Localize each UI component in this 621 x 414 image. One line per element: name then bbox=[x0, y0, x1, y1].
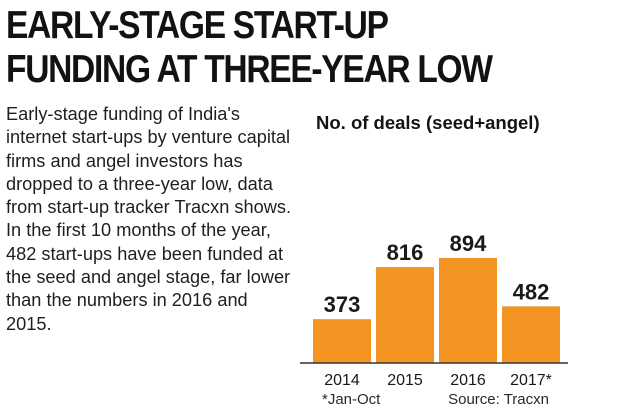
source-credit: Source: Tracxn bbox=[448, 391, 549, 408]
data-label-3: 482 bbox=[513, 279, 550, 304]
bar-1 bbox=[376, 267, 434, 363]
x-tick-label-2: 2016 bbox=[450, 372, 486, 389]
headline: EARLY-STAGE START-UP FUNDING AT THREE-YE… bbox=[6, 4, 531, 92]
x-tick-label-0: 2014 bbox=[324, 372, 360, 389]
bar-0 bbox=[313, 319, 371, 363]
headline-line-1: EARLY-STAGE START-UP bbox=[6, 4, 389, 47]
article-body-text: Early-stage funding of India's internet … bbox=[6, 104, 292, 334]
bar-3 bbox=[502, 306, 560, 363]
bar-chart: 373 2014 816 2015 894 2016 482 2017* bbox=[300, 231, 568, 389]
data-label-2: 894 bbox=[450, 231, 487, 256]
x-tick-label-3: 2017* bbox=[510, 372, 552, 389]
headline-line-2: FUNDING AT THREE-YEAR LOW bbox=[6, 48, 493, 91]
chart-title: No. of deals (seed+angel) bbox=[316, 112, 540, 133]
data-label-0: 373 bbox=[324, 292, 361, 317]
bar-2 bbox=[439, 257, 497, 363]
x-tick-label-1: 2015 bbox=[387, 372, 423, 389]
data-label-1: 816 bbox=[387, 240, 424, 265]
footnote-note: *Jan-Oct bbox=[322, 391, 381, 408]
